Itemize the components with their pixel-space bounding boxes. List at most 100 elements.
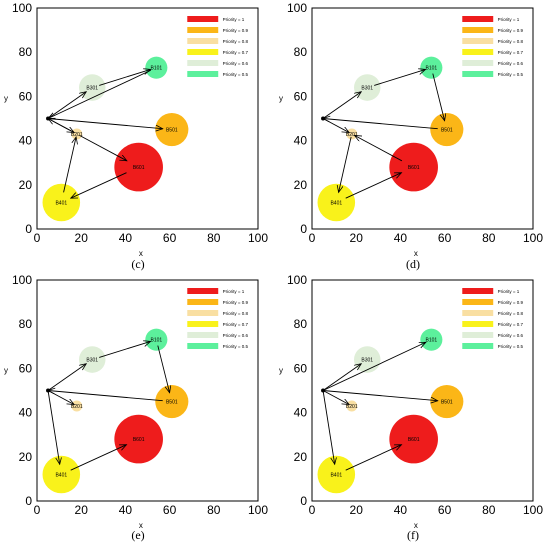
route-edge	[47, 92, 86, 119]
legend-swatch	[187, 49, 219, 55]
node-label-b601: B601	[408, 165, 420, 171]
node-label-b601: B601	[133, 437, 145, 443]
route-edge	[322, 390, 349, 405]
y-tick-label: 20	[294, 178, 308, 192]
x-axis-label: x	[139, 521, 143, 530]
route-edge	[79, 135, 126, 160]
legend-swatch	[187, 310, 219, 316]
panel-e: 00 20 20 40 40 60 60 80 80 100 100 x y Priority = 1 Pr…	[4, 273, 268, 530]
node-b401	[42, 455, 81, 494]
node-label-b601: B601	[408, 437, 420, 443]
node-label-b301: B301	[86, 86, 98, 92]
y-tick-label: 40	[294, 134, 308, 148]
route-edge	[47, 390, 60, 465]
route-edge	[323, 390, 438, 401]
y-axis-label: y	[279, 366, 283, 375]
y-tick-label: 20	[294, 450, 308, 464]
plot-frame	[311, 279, 534, 502]
y-tick-label: 100	[287, 273, 307, 287]
x-tick-label: 40	[119, 231, 133, 245]
legend-swatch	[462, 49, 494, 55]
route-edge	[432, 73, 445, 121]
legend-label: Priority = 0.7	[223, 322, 249, 327]
x-axis-label: x	[139, 249, 143, 258]
y-tick-label: 80	[294, 317, 308, 331]
legend-swatch	[462, 343, 494, 349]
node-b401	[317, 455, 356, 494]
route-edge	[322, 364, 361, 391]
y-tick-label: 0	[25, 494, 32, 508]
legend-label: Priority = 0.9	[223, 28, 249, 33]
route-edge	[48, 119, 75, 133]
y-tick-label: 60	[294, 361, 308, 375]
legend-swatch	[187, 321, 219, 327]
y-tick-label: 20	[19, 178, 33, 192]
caption-d: (d)	[406, 257, 420, 271]
y-tick-label: 0	[300, 222, 307, 236]
caption-f: (f)	[407, 528, 419, 542]
legend-swatch	[462, 288, 494, 294]
y-tick-label: 80	[19, 317, 33, 331]
x-tick-label: 60	[438, 503, 452, 517]
legend-swatch	[187, 27, 219, 33]
route-edge	[48, 391, 163, 402]
route-edge	[323, 119, 438, 130]
node-label-b201: B201	[346, 404, 358, 410]
y-axis-label: y	[4, 366, 8, 375]
route-edge	[322, 118, 349, 133]
legend-label: Priority = 0.5	[498, 344, 524, 349]
x-tick-label: 20	[75, 503, 89, 517]
x-tick-label: 60	[438, 231, 452, 245]
legend-label: Priority = 0.8	[223, 311, 249, 316]
y-tick-label: 100	[12, 1, 32, 15]
x-tick-label: 0	[34, 231, 41, 245]
node-b501	[430, 112, 464, 147]
y-tick-label: 60	[19, 361, 33, 375]
route-edge	[70, 445, 127, 471]
node-b501	[155, 384, 189, 419]
x-tick-label: 80	[482, 503, 496, 517]
legend-label: Priority = 1	[223, 289, 245, 294]
x-tick-label: 40	[394, 231, 408, 245]
node-label-b201: B201	[71, 404, 83, 410]
y-tick-label: 80	[19, 45, 33, 59]
legend-label: Priority = 0.6	[223, 61, 249, 66]
y-tick-label: 60	[19, 89, 33, 103]
legend-label: Priority = 0.8	[498, 39, 524, 44]
route-edge	[99, 69, 150, 86]
node-label-b401: B401	[55, 200, 67, 206]
node-label-b401: B401	[330, 200, 342, 206]
node-label-b101: B101	[425, 66, 437, 72]
legend-label: Priority = 0.7	[498, 50, 524, 55]
legend-swatch	[462, 310, 494, 316]
legend-label: Priority = 0.9	[223, 300, 249, 305]
legend-label: Priority = 1	[223, 17, 245, 22]
y-tick-label: 40	[19, 406, 33, 420]
legend-label: Priority = 0.9	[498, 28, 524, 33]
caption-e: (e)	[131, 528, 145, 542]
node-b401	[317, 183, 356, 222]
legend-label: Priority = 1	[498, 289, 520, 294]
plot-frame	[36, 279, 259, 502]
route-edge	[374, 69, 425, 86]
y-tick-label: 20	[19, 450, 33, 464]
legend-swatch	[462, 38, 494, 44]
node-label-b201: B201	[71, 132, 83, 138]
legend-swatch	[462, 299, 494, 305]
legend-label: Priority = 0.5	[498, 72, 524, 77]
node-label-b401: B401	[55, 472, 67, 478]
node-label-b301: B301	[361, 358, 373, 364]
node-label-b101: B101	[150, 338, 162, 344]
legend-swatch	[462, 321, 494, 327]
route-edge	[99, 341, 150, 358]
caption-c: (c)	[131, 257, 145, 271]
node-label-b101: B101	[425, 338, 437, 344]
x-tick-label: 100	[523, 503, 543, 517]
x-tick-label: 40	[119, 503, 133, 517]
x-tick-label: 0	[309, 231, 316, 245]
route-edge	[345, 445, 402, 471]
y-tick-label: 40	[19, 134, 33, 148]
x-tick-label: 40	[394, 503, 408, 517]
legend-swatch	[462, 71, 494, 77]
route-edge	[345, 173, 402, 199]
